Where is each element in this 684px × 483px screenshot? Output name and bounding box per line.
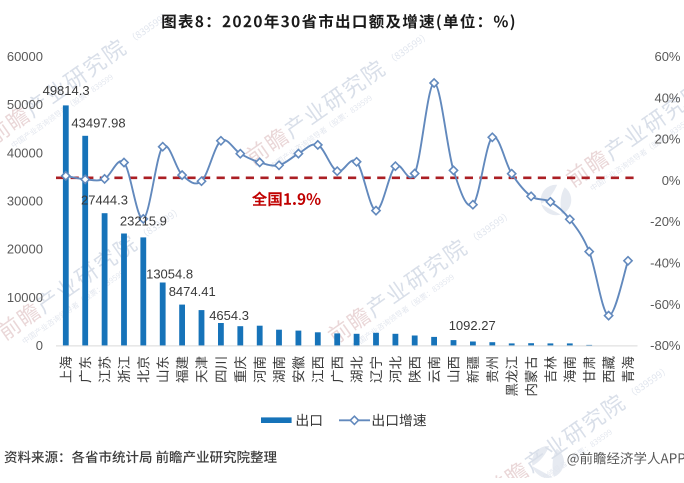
- svg-text:23215.9: 23215.9: [120, 213, 167, 228]
- svg-text:60000: 60000: [7, 49, 43, 64]
- svg-text:4654.3: 4654.3: [209, 308, 249, 323]
- svg-text:43497.98: 43497.98: [71, 116, 125, 131]
- svg-text:20000: 20000: [7, 242, 43, 257]
- svg-text:-40%: -40%: [650, 256, 681, 271]
- svg-text:49814.3: 49814.3: [43, 83, 90, 98]
- svg-text:60%: 60%: [654, 49, 680, 64]
- svg-text:13054.8: 13054.8: [146, 266, 193, 281]
- svg-text:0: 0: [36, 338, 43, 353]
- svg-text:10000: 10000: [7, 290, 43, 305]
- svg-text:8474.41: 8474.41: [169, 284, 216, 299]
- svg-text:-20%: -20%: [650, 214, 681, 229]
- svg-text:30000: 30000: [7, 194, 43, 209]
- svg-text:40000: 40000: [7, 145, 43, 160]
- svg-text:27444.3: 27444.3: [81, 192, 128, 207]
- svg-text:0%: 0%: [662, 173, 681, 188]
- svg-text:-60%: -60%: [650, 297, 681, 312]
- svg-text:1092.27: 1092.27: [449, 318, 496, 333]
- svg-text:20%: 20%: [654, 132, 680, 147]
- svg-text:50000: 50000: [7, 97, 43, 112]
- svg-text:-80%: -80%: [650, 338, 681, 353]
- svg-text:40%: 40%: [654, 90, 680, 105]
